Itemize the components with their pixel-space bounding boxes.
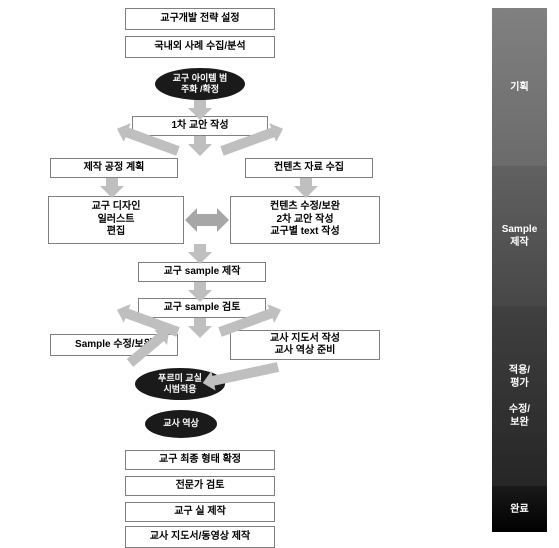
phase-segment: 기획 bbox=[492, 8, 547, 166]
phase-segment: 완료 bbox=[492, 486, 547, 532]
flow-box: 전문가 검토 bbox=[125, 476, 275, 496]
flow-box: 교구개발 전략 설정 bbox=[125, 8, 275, 30]
arrow-down-icon bbox=[194, 100, 206, 110]
phase-segment: 적용/ 평가 수정/ 보완 bbox=[492, 306, 547, 486]
phase-sidebar: 기획Sample 제작적용/ 평가 수정/ 보완완료 bbox=[492, 8, 547, 532]
flow-box: 교사 지도서 작성 교사 역상 준비 bbox=[230, 330, 380, 360]
arrow-down-icon bbox=[194, 318, 206, 328]
flow-ellipse: 교구 아이템 범 주화 /확정 bbox=[155, 68, 245, 100]
flow-box: 교구 sample 제작 bbox=[138, 262, 266, 282]
arrow-down-icon bbox=[106, 178, 118, 188]
arrow-down-icon bbox=[194, 244, 206, 254]
flow-box: 국내외 사례 수집/분석 bbox=[125, 36, 275, 58]
arrow-double-icon bbox=[195, 214, 219, 226]
flowchart-canvas: 교구개발 전략 설정국내외 사례 수집/분석교구 아이템 범 주화 /확정1차 … bbox=[20, 8, 440, 538]
flow-box: 교구 실 제작 bbox=[125, 502, 275, 522]
flow-box: 교구 최종 형태 확정 bbox=[125, 450, 275, 470]
flow-ellipse: 교사 역상 bbox=[145, 410, 217, 438]
flow-box: 컨텐츠 수정/보완 2차 교안 작성 교구별 text 작성 bbox=[230, 196, 380, 244]
arrow-down-icon bbox=[194, 282, 206, 292]
flow-box: 컨텐츠 자료 수집 bbox=[245, 158, 373, 178]
flow-box: 교구 디자인 일러스트 편집 bbox=[48, 196, 184, 244]
flow-box: 제작 공정 계획 bbox=[50, 158, 178, 178]
arrow-down-icon bbox=[300, 178, 312, 188]
arrow-down-icon bbox=[194, 136, 206, 146]
arrow-diagonal-icon bbox=[210, 362, 279, 386]
phase-segment: Sample 제작 bbox=[492, 166, 547, 306]
